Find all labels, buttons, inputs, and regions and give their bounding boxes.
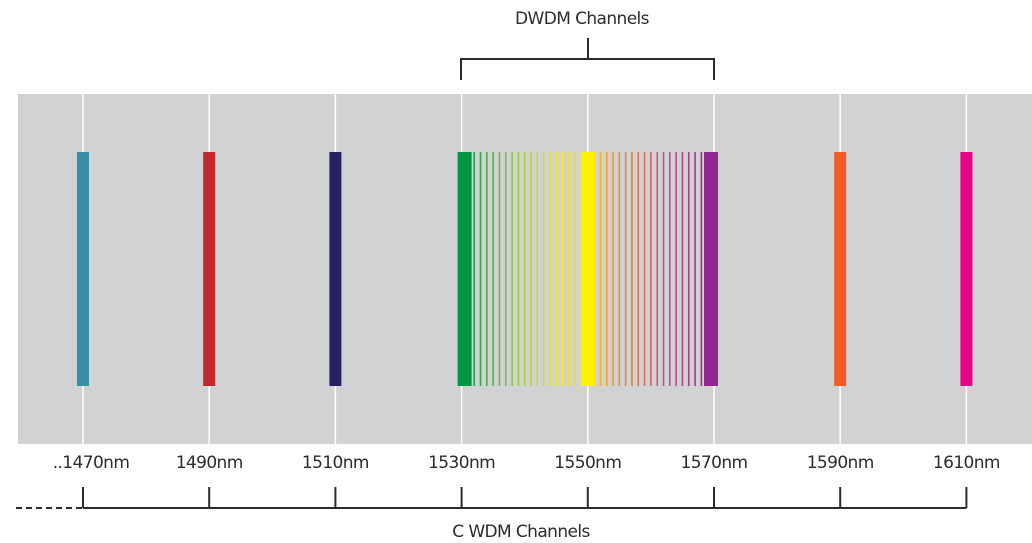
- wavelength-tick-label: 1490nm: [176, 453, 243, 473]
- cwdm-channels-label: C WDM Channels: [452, 522, 590, 542]
- wavelength-tick-label: 1570nm: [681, 453, 748, 473]
- dwdm-bracket: DWDM Channels: [461, 9, 714, 80]
- wavelength-tick-label: 1530nm: [428, 453, 495, 473]
- wavelength-tick-label: 1550nm: [554, 453, 621, 473]
- cwdm-channel-bar-1570: [704, 152, 718, 386]
- cwdm-channel-bar-1550: [581, 152, 595, 386]
- wavelength-tick-labels: ..1470nm 1490nm 1510nm 1530nm 1550nm 1570nm 15…: [53, 453, 1000, 473]
- cwdm-channel-bar-1530: [458, 152, 472, 386]
- cwdm-channel-bar-1510: [329, 152, 341, 386]
- cwdm-channel-bar-1610: [960, 152, 972, 386]
- wavelength-tick-label: 1510nm: [302, 453, 369, 473]
- cwdm-channel-bar-1490: [203, 152, 215, 386]
- dwdm-bracket-line: [461, 38, 714, 80]
- wavelength-tick-label: 1610nm: [933, 453, 1000, 473]
- cwdm-bracket: C WDM Channels: [16, 487, 966, 542]
- cwdm-bracket-line: [83, 487, 966, 508]
- wavelength-tick-label: ..1470nm: [53, 453, 130, 473]
- cwdm-channel-bar-1470: [77, 152, 89, 386]
- cwdm-channel-bar-1590: [834, 152, 846, 386]
- dwdm-channels-label: DWDM Channels: [515, 9, 650, 29]
- wavelength-tick-label: 1590nm: [807, 453, 874, 473]
